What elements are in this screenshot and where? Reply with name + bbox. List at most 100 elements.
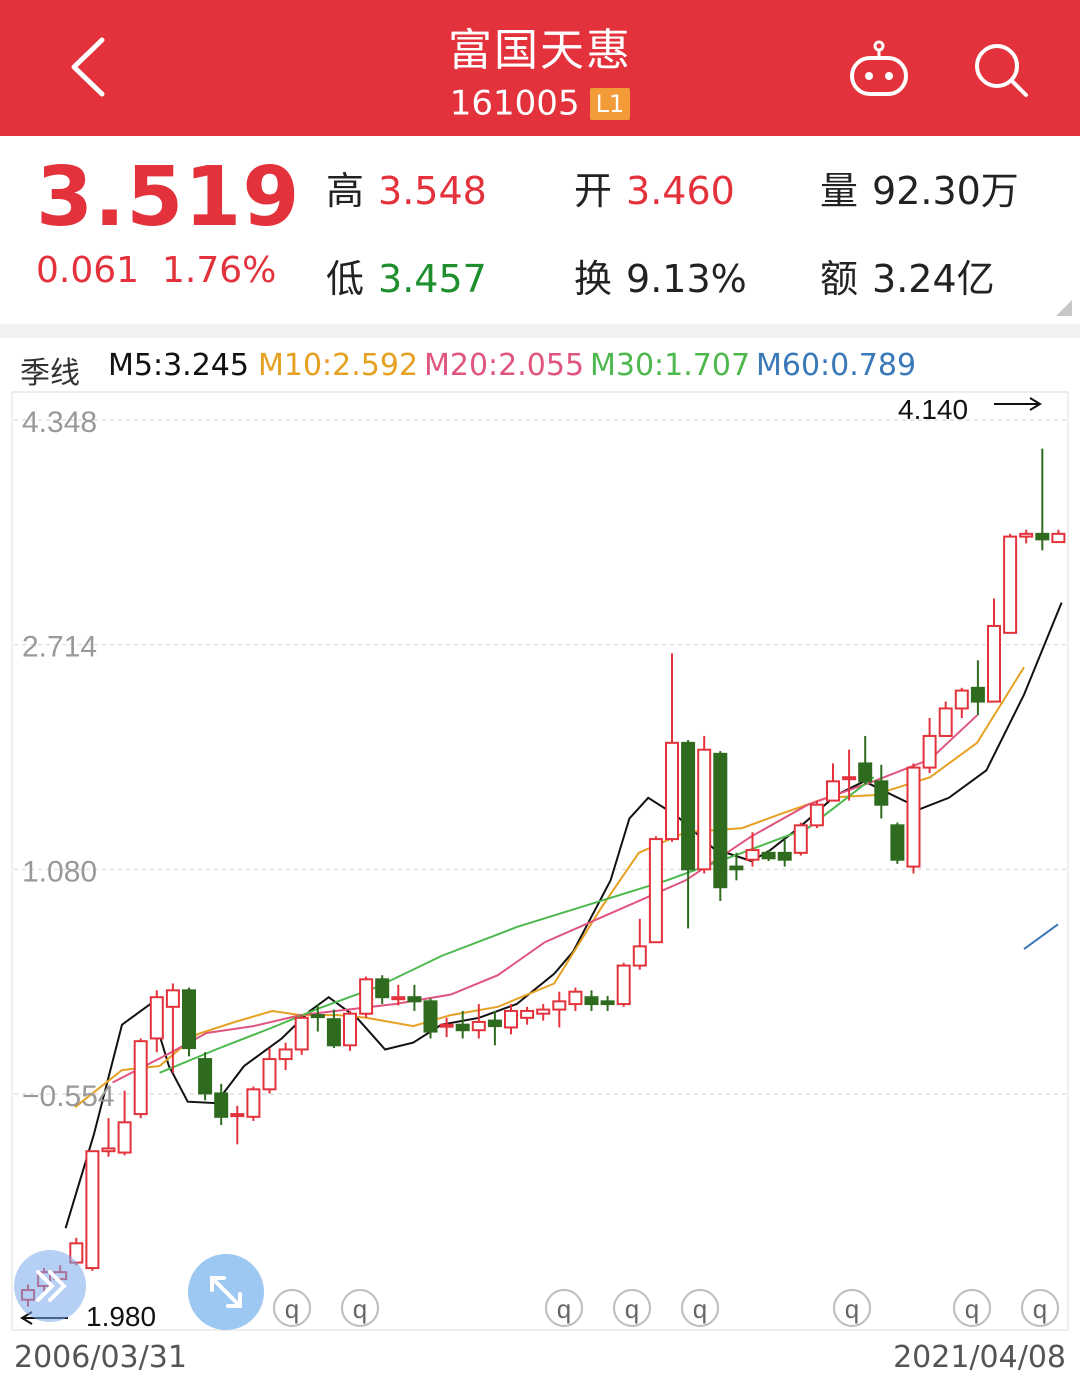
- candle: [697, 735, 712, 874]
- robot-icon: [850, 40, 908, 96]
- candle: [149, 990, 164, 1053]
- robot-assistant-button[interactable]: [848, 40, 910, 100]
- candle-body: [632, 945, 647, 967]
- q-marker: q: [953, 1289, 991, 1327]
- candle-body: [536, 1008, 551, 1015]
- candle-body: [182, 989, 196, 1050]
- fund-code: 161005: [449, 83, 580, 124]
- candle: [133, 1038, 148, 1119]
- period-label[interactable]: 季线: [20, 356, 80, 391]
- volume-label: 量: [820, 169, 859, 213]
- q-marker: q: [545, 1289, 583, 1327]
- candle-body: [198, 1058, 213, 1095]
- q-marker-text: q: [557, 1294, 571, 1324]
- expand-corner-icon[interactable]: [1056, 300, 1072, 316]
- candle: [761, 850, 776, 862]
- end-date: 2021/04/08: [893, 1340, 1066, 1375]
- open-stat: 开 3.460: [574, 160, 735, 215]
- candle-body: [1035, 532, 1050, 541]
- q-marker-circle: [341, 1289, 379, 1327]
- candle: [375, 975, 390, 1005]
- ma-indicator-row[interactable]: 季线 M5:3.245 M10:2.592 M20:2.055 M30:1.70…: [0, 344, 1080, 391]
- candle: [777, 839, 792, 867]
- candle: [246, 1086, 261, 1121]
- candle: [536, 1004, 551, 1021]
- candle-body: [471, 1020, 486, 1032]
- candle-body: [149, 996, 164, 1040]
- candle: [520, 1006, 535, 1025]
- q-marker: q: [613, 1289, 651, 1327]
- candle-body: [504, 1009, 518, 1029]
- candle-body: [552, 1000, 567, 1011]
- ma-line-m5: [64, 602, 1063, 1229]
- candle: [487, 1010, 502, 1046]
- q-marker: q: [1021, 1289, 1059, 1327]
- candle: [938, 701, 953, 737]
- candle: [809, 800, 824, 829]
- collapse-button[interactable]: [14, 1250, 86, 1322]
- y-tick-label: 2.714: [22, 631, 97, 664]
- candle: [214, 1083, 229, 1126]
- candle: [198, 1052, 213, 1101]
- candle-body: [987, 624, 1001, 703]
- search-icon: [975, 44, 1028, 97]
- ma60-value: M60:0.789: [756, 348, 917, 383]
- y-tick-label: 1.080: [22, 855, 97, 888]
- q-marker-circle: [613, 1289, 651, 1327]
- candle-body: [359, 978, 374, 1015]
- back-button[interactable]: [62, 34, 122, 100]
- candle-body: [278, 1048, 293, 1061]
- candle: [552, 991, 567, 1028]
- amount-stat: 额 3.24亿: [820, 248, 995, 303]
- price-change: 0.061: [36, 250, 140, 291]
- volume-value: 92.30万: [872, 169, 1019, 213]
- high-value: 3.548: [378, 169, 487, 213]
- candle-body: [665, 741, 679, 841]
- candle-body: [423, 1000, 438, 1033]
- candlestick-chart[interactable]: 4.348 2.714 1.080 −0.554 q q q q q q q q 4.140 1.9…: [0, 388, 1080, 1338]
- high-stat: 高 3.548: [326, 160, 487, 215]
- ma5-value: M5:3.245: [108, 348, 249, 383]
- kline-chart[interactable]: 4.348 2.714 1.080 −0.554 q q q q q q q q 4.140 1.9…: [0, 388, 1080, 1384]
- candle: [165, 983, 180, 1073]
- candle: [85, 1150, 100, 1271]
- q-marker-circle: [953, 1289, 991, 1327]
- min-value-label: 1.980: [86, 1301, 156, 1332]
- q-marker: q: [341, 1289, 379, 1327]
- open-label: 开: [574, 169, 613, 213]
- candle: [423, 998, 438, 1039]
- volume-stat: 量 92.30万: [820, 160, 1019, 215]
- candle: [922, 718, 937, 774]
- candle: [359, 976, 374, 1018]
- candle-body: [246, 1088, 261, 1118]
- candle-body: [568, 990, 583, 1006]
- fullscreen-button[interactable]: [188, 1254, 264, 1330]
- q-marker-circle: [681, 1289, 719, 1327]
- candle-body: [954, 689, 969, 710]
- candle-body: [520, 1009, 535, 1019]
- q-marker-circle: [833, 1289, 871, 1327]
- high-label: 高: [326, 169, 365, 213]
- low-stat: 低 3.457: [326, 248, 487, 303]
- candle-body: [809, 803, 824, 827]
- candle-body: [439, 1023, 454, 1028]
- search-button[interactable]: [970, 40, 1032, 100]
- candle: [1051, 529, 1066, 544]
- candle-body: [922, 734, 937, 769]
- candle-body: [648, 838, 663, 944]
- candle-body: [326, 1018, 341, 1047]
- double-chevron-icon: [36, 1270, 67, 1302]
- candle: [874, 764, 889, 819]
- candle: [471, 1004, 486, 1039]
- expand-arrows-icon: [210, 1276, 242, 1308]
- max-annotation: 4.140: [898, 394, 1042, 425]
- ma-line-m60: [1023, 923, 1059, 950]
- price-change-percent: 1.76%: [162, 250, 277, 291]
- candle-body: [117, 1121, 132, 1154]
- max-arrow-head: [1029, 397, 1042, 411]
- candle-body: [745, 849, 760, 861]
- candle: [890, 822, 905, 864]
- candle-body: [343, 1012, 357, 1047]
- q-marker: q: [273, 1289, 311, 1327]
- candle-body: [165, 989, 180, 1008]
